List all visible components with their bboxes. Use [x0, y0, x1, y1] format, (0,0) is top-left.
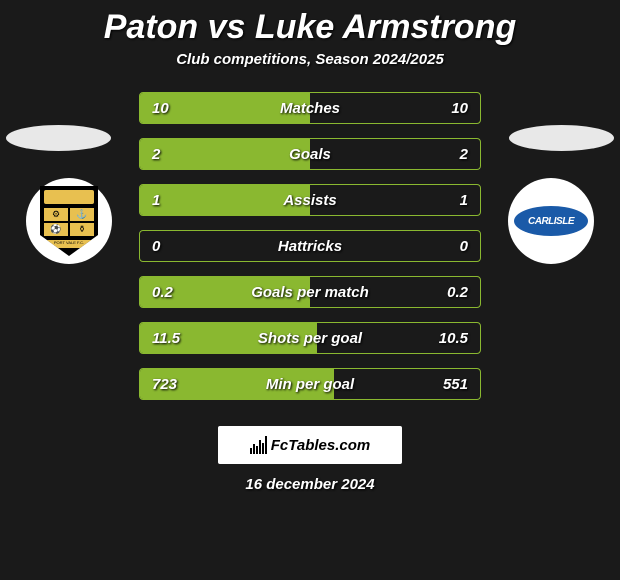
stat-row: 0Hattricks0: [139, 230, 481, 262]
date-text: 16 december 2024: [0, 476, 620, 493]
stat-label: Goals: [220, 146, 400, 163]
fctables-logo: FcTables.com: [218, 426, 402, 464]
stat-label: Goals per match: [220, 284, 400, 301]
stat-row: 2Goals2: [139, 138, 481, 170]
carlisle-badge-icon: CARLISLE: [514, 206, 588, 236]
stat-row: 11.5Shots per goal10.5: [139, 322, 481, 354]
stat-value-left: 0.2: [140, 284, 220, 301]
stat-row: 1Assists1: [139, 184, 481, 216]
stat-value-left: 2: [140, 146, 220, 163]
stat-value-right: 0: [400, 238, 480, 255]
stat-label: Hattricks: [220, 238, 400, 255]
stat-value-left: 0: [140, 238, 220, 255]
stat-value-right: 2: [400, 146, 480, 163]
stats-container: 10Matches102Goals21Assists10Hattricks00.…: [139, 92, 481, 400]
stat-value-right: 10.5: [400, 330, 480, 347]
stat-value-right: 1: [400, 192, 480, 209]
stat-value-right: 10: [400, 100, 480, 117]
club-logo-right: CARLISLE: [508, 178, 594, 264]
page-title: Paton vs Luke Armstrong: [0, 0, 620, 51]
stat-label: Shots per goal: [220, 330, 400, 347]
stat-row: 10Matches10: [139, 92, 481, 124]
bars-icon: [250, 436, 267, 454]
stat-row: 0.2Goals per match0.2: [139, 276, 481, 308]
stat-value-left: 10: [140, 100, 220, 117]
player-right-ellipse: [509, 125, 614, 151]
club-logo-left: ⚙ ⚓ ⚽ ⚱ PORT VALE F.C.: [26, 178, 112, 264]
footer-brand-text: FcTables.com: [271, 437, 370, 454]
stat-value-left: 1: [140, 192, 220, 209]
page-subtitle: Club competitions, Season 2024/2025: [0, 51, 620, 68]
stat-row: 723Min per goal551: [139, 368, 481, 400]
player-left-ellipse: [6, 125, 111, 151]
stat-value-right: 0.2: [400, 284, 480, 301]
stat-value-right: 551: [400, 376, 480, 393]
stat-label: Min per goal: [220, 376, 400, 393]
stat-value-left: 723: [140, 376, 220, 393]
port-vale-shield-icon: ⚙ ⚓ ⚽ ⚱ PORT VALE F.C.: [40, 186, 98, 256]
stat-label: Matches: [220, 100, 400, 117]
stat-label: Assists: [220, 192, 400, 209]
stat-value-left: 11.5: [140, 330, 220, 347]
